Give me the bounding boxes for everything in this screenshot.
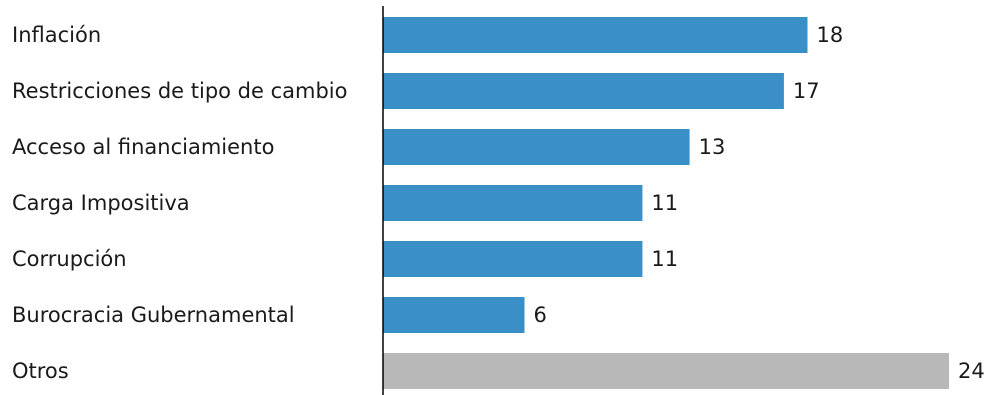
category-label-2: Acceso al financiamiento: [12, 135, 274, 159]
bars-group: [383, 17, 949, 389]
category-label-6: Otros: [12, 359, 69, 383]
value-label-3: 11: [651, 191, 678, 215]
value-label-0: 18: [817, 23, 844, 47]
bar-6: [383, 353, 949, 389]
category-label-4: Corrupción: [12, 247, 127, 271]
bar-3: [383, 185, 643, 221]
category-labels-group: Inflación Restricciones de tipo de cambio…: [12, 23, 348, 383]
bar-4: [383, 241, 643, 277]
value-label-2: 13: [699, 135, 726, 159]
category-label-3: Carga Impositiva: [12, 191, 190, 215]
category-label-5: Burocracia Gubernamental: [12, 303, 295, 327]
bar-5: [383, 297, 525, 333]
category-label-1: Restricciones de tipo de cambio: [12, 79, 348, 103]
value-label-4: 11: [651, 247, 678, 271]
bar-2: [383, 129, 690, 165]
value-label-1: 17: [793, 79, 820, 103]
bar-0: [383, 17, 808, 53]
value-label-5: 6: [534, 303, 547, 327]
category-label-0: Inflación: [12, 23, 101, 47]
value-labels-group: 18 17 13 11 11 6 24: [534, 23, 985, 383]
bar-1: [383, 73, 784, 109]
value-label-6: 24: [958, 359, 985, 383]
